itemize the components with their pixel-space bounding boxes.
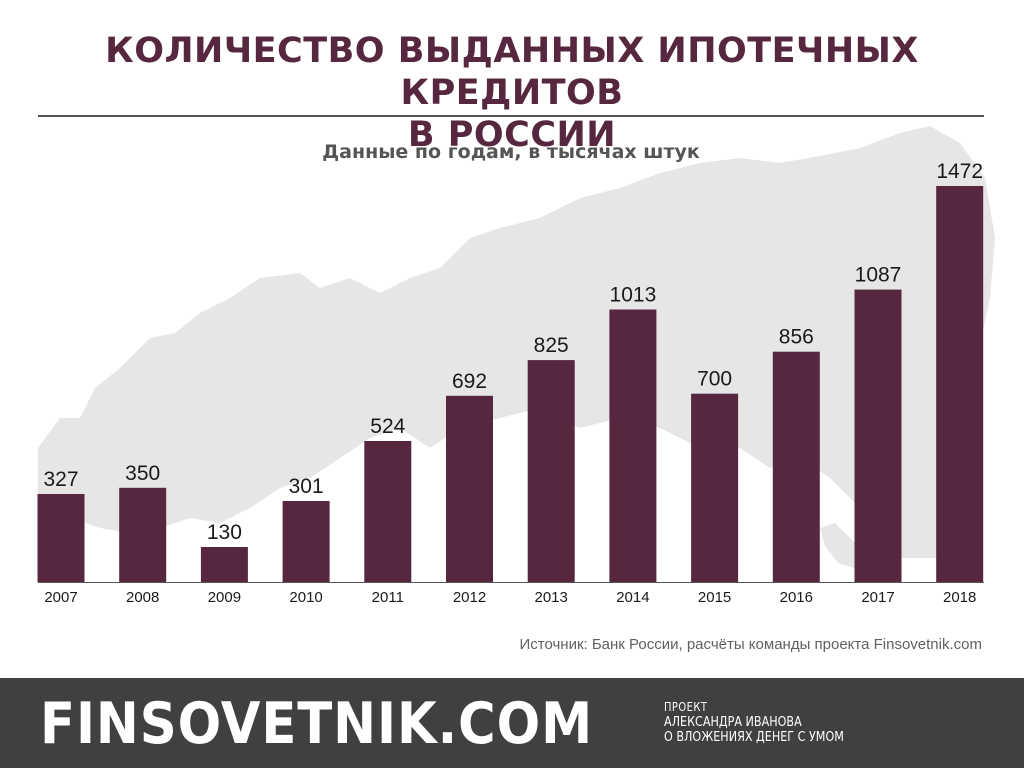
data-label-2018: 1472 — [936, 160, 983, 183]
bar-2016 — [772, 351, 820, 582]
bar-2013 — [527, 360, 575, 582]
x-tick-label-2017: 2017 — [861, 589, 894, 606]
bar-2017 — [854, 289, 902, 582]
x-tick-label-2016: 2016 — [780, 589, 813, 606]
tagline-line-2: АЛЕКСАНДРА ИВАНОВА — [664, 714, 802, 730]
bar-2010 — [282, 501, 330, 582]
bar-2015 — [691, 393, 739, 582]
data-label-2010: 301 — [289, 475, 324, 498]
x-tick-label-2011: 2011 — [372, 589, 404, 606]
data-label-2014: 1013 — [610, 284, 657, 307]
bar-2011 — [364, 441, 412, 582]
x-tick-label-2018: 2018 — [943, 589, 976, 606]
data-label-2013: 825 — [534, 334, 569, 357]
x-tick-label-2013: 2013 — [535, 589, 568, 606]
chart-title-line-2: В РОССИИ — [407, 115, 617, 155]
data-label-2008: 350 — [125, 462, 160, 485]
x-tick-label-2012: 2012 — [453, 589, 486, 606]
bar-2018 — [936, 186, 984, 582]
bar-chart: Данные по годам, в тысячах штук 32720073… — [37, 126, 995, 606]
x-tick-label-2009: 2009 — [208, 589, 241, 606]
x-tick-label-2014: 2014 — [616, 589, 649, 606]
russia-map-background — [38, 126, 995, 570]
title-divider — [38, 115, 984, 117]
brand-logo-text[interactable]: FINSOVETNIK.COM — [40, 691, 594, 757]
data-label-2015: 700 — [697, 368, 732, 391]
tagline-line-1: ПРОЕКТ — [664, 700, 708, 714]
footer-bar: FINSOVETNIK.COM ПРОЕКТ АЛЕКСАНДРА ИВАНОВ… — [0, 678, 1024, 768]
chart-subtitle: Данные по годам, в тысячах штук — [322, 141, 700, 163]
chart-title-line-1: КОЛИЧЕСТВО ВЫДАННЫХ ИПОТЕЧНЫХ КРЕДИТОВ — [105, 31, 919, 113]
x-tick-label-2010: 2010 — [289, 589, 322, 606]
source-note: Источник: Банк России, расчёты команды п… — [519, 636, 982, 653]
data-label-2016: 856 — [779, 326, 814, 349]
x-tick-label-2007: 2007 — [44, 589, 77, 606]
russia-map-shape — [38, 126, 995, 558]
bar-2008 — [119, 487, 167, 582]
bar-2009 — [200, 547, 248, 582]
tagline-line-3: О ВЛОЖЕНИЯХ ДЕНЕГ С УМОМ — [664, 729, 844, 745]
bar-2012 — [446, 395, 493, 582]
kamchatka-shape — [905, 388, 945, 458]
x-tick-label-2015: 2015 — [698, 589, 731, 606]
bar-2007 — [37, 494, 85, 582]
data-label-2009: 130 — [207, 521, 242, 544]
bar-2014 — [609, 309, 657, 582]
data-label-2012: 692 — [452, 370, 487, 393]
chart-title: КОЛИЧЕСТВО ВЫДАННЫХ ИПОТЕЧНЫХ КРЕДИТОВ В… — [0, 30, 1024, 156]
brand-tagline: ПРОЕКТ АЛЕКСАНДРА ИВАНОВА О ВЛОЖЕНИЯХ ДЕ… — [664, 700, 844, 745]
x-tick-label-2008: 2008 — [126, 589, 159, 606]
data-label-2017: 1087 — [855, 264, 902, 287]
data-label-2007: 327 — [43, 468, 78, 491]
data-label-2011: 524 — [370, 415, 405, 438]
plot-area: 327 2007 350 2008 130 2009 301 2010 524 2011 692 20… — [37, 160, 984, 606]
